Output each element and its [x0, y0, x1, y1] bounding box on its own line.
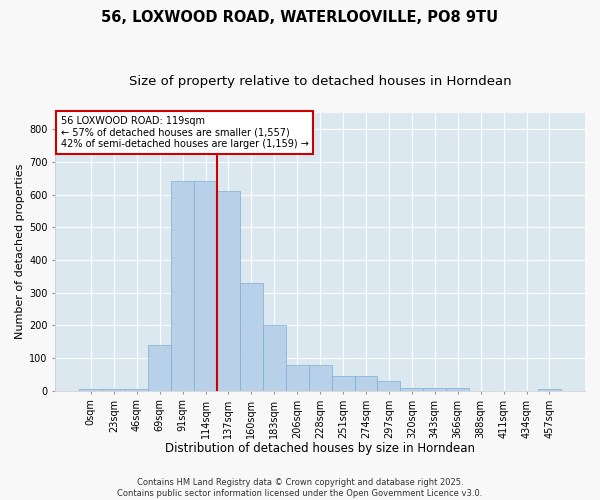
Bar: [263, 326, 286, 391]
Title: Size of property relative to detached houses in Horndean: Size of property relative to detached ho…: [129, 75, 511, 88]
Bar: [240, 283, 263, 391]
Bar: [538, 389, 561, 391]
Bar: [446, 388, 469, 391]
Bar: [125, 389, 148, 391]
Bar: [286, 364, 308, 391]
Text: 56, LOXWOOD ROAD, WATERLOOVILLE, PO8 9TU: 56, LOXWOOD ROAD, WATERLOOVILLE, PO8 9TU: [101, 10, 499, 25]
Bar: [103, 389, 125, 391]
Bar: [194, 182, 217, 391]
Text: 56 LOXWOOD ROAD: 119sqm
← 57% of detached houses are smaller (1,557)
42% of semi: 56 LOXWOOD ROAD: 119sqm ← 57% of detache…: [61, 116, 308, 149]
Bar: [79, 389, 103, 391]
Bar: [377, 381, 400, 391]
Bar: [400, 388, 424, 391]
X-axis label: Distribution of detached houses by size in Horndean: Distribution of detached houses by size …: [165, 442, 475, 455]
Bar: [355, 376, 377, 391]
Bar: [332, 376, 355, 391]
Bar: [148, 345, 171, 391]
Y-axis label: Number of detached properties: Number of detached properties: [15, 164, 25, 340]
Bar: [217, 192, 240, 391]
Bar: [424, 388, 446, 391]
Text: Contains HM Land Registry data © Crown copyright and database right 2025.
Contai: Contains HM Land Registry data © Crown c…: [118, 478, 482, 498]
Bar: [308, 364, 332, 391]
Bar: [171, 182, 194, 391]
